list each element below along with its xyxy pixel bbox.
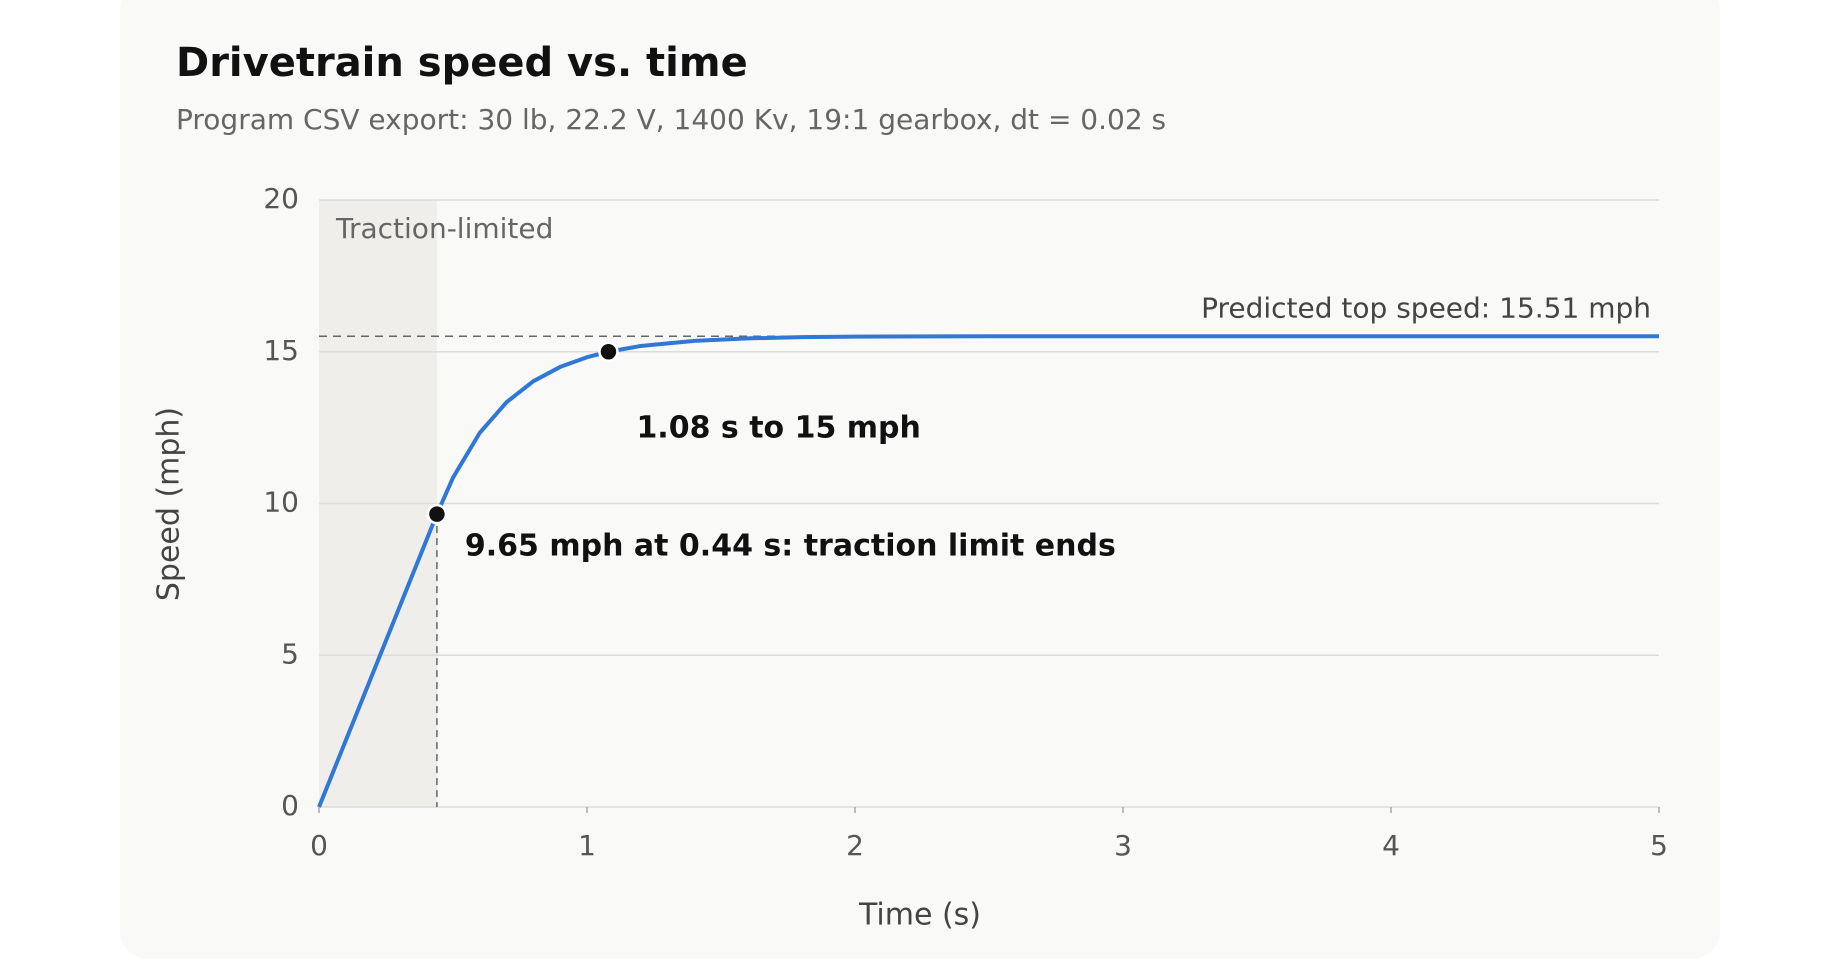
x-tick-label: 3: [1114, 829, 1132, 862]
chart-title: Drivetrain speed vs. time: [176, 40, 748, 86]
x-axis-label: Time (s): [858, 898, 981, 933]
y-tick-label: 15: [263, 334, 299, 367]
annotation-marker: [598, 341, 619, 362]
region-label: Traction-limited: [335, 212, 553, 245]
speed-line: [317, 334, 1659, 808]
x-tick-label: 5: [1650, 829, 1668, 862]
chart-subtitle: Program CSV export: 30 lb, 22.2 V, 1400 …: [176, 103, 1166, 136]
y-tick-label: 20: [263, 182, 299, 215]
y-tick-label: 5: [281, 637, 299, 670]
annotation-label: 9.65 mph at 0.44 s: traction limit ends: [465, 529, 1116, 564]
x-tick-label: 1: [578, 829, 596, 862]
x-tick-label: 4: [1382, 829, 1400, 862]
annotation-label: 1.08 s to 15 mph: [636, 410, 920, 445]
card: [120, 0, 1720, 959]
y-tick-label: 0: [281, 789, 299, 822]
reference-label: Predicted top speed: 15.51 mph: [1201, 291, 1651, 324]
y-axis-label: Speed (mph): [152, 407, 187, 601]
y-tick-label: 10: [263, 486, 299, 519]
annotation-marker: [426, 503, 448, 525]
x-tick-label: 0: [310, 829, 328, 862]
x-tick-label: 2: [846, 829, 864, 862]
